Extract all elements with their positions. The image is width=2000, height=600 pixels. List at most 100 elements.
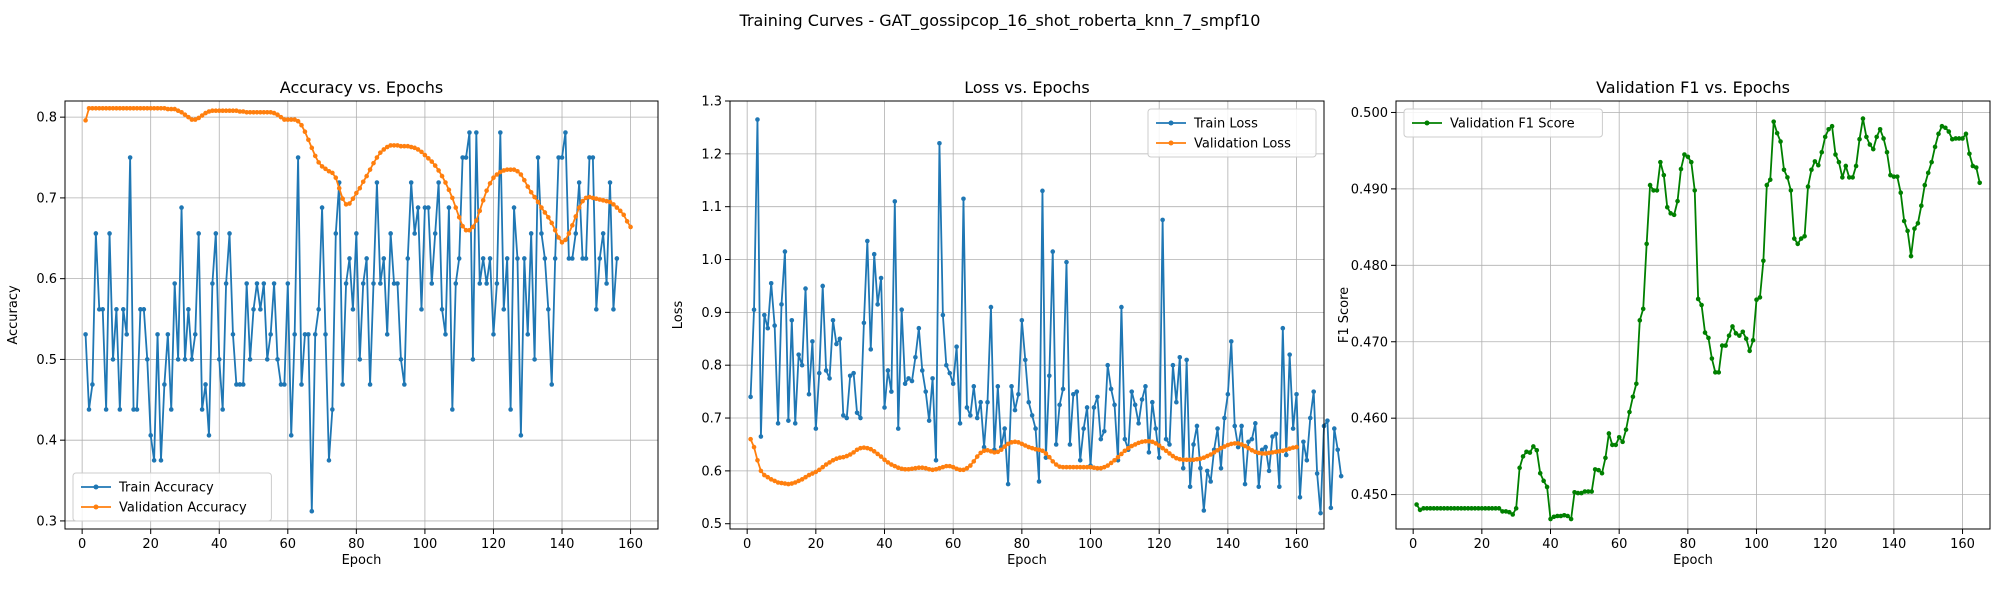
loss-xtick-label: 60: [945, 537, 962, 552]
loss-data-point: [810, 339, 815, 344]
loss-data-point: [779, 480, 784, 486]
accuracy-data-point: [319, 164, 325, 169]
accuracy-data-point: [463, 155, 469, 160]
f1-data-point: [1709, 356, 1715, 361]
accuracy-data-point: [354, 231, 359, 236]
accuracy-data-point: [470, 224, 476, 230]
loss-data-point: [885, 460, 891, 465]
accuracy-data-point: [518, 433, 524, 438]
accuracy-ytick-label: 0.4: [36, 434, 57, 449]
loss-data-point: [1026, 399, 1032, 405]
loss-data-point: [1153, 426, 1159, 431]
f1-data-point: [1853, 163, 1859, 169]
accuracy-ytick-label: 0.8: [36, 111, 57, 126]
loss-data-point: [1160, 445, 1165, 451]
f1-legend: Validation F1 Score: [1403, 108, 1603, 138]
accuracy-data-point: [563, 130, 568, 135]
accuracy-data-point: [186, 307, 191, 312]
loss-data-point: [1294, 444, 1299, 450]
accuracy-data-point: [487, 181, 493, 186]
accuracy-data-point: [357, 185, 363, 191]
loss-data-point: [895, 426, 901, 431]
accuracy-data-point: [83, 118, 88, 123]
f1-data-point: [1874, 134, 1879, 140]
accuracy-data-point: [114, 105, 119, 111]
accuracy-data-point: [590, 195, 596, 201]
loss-data-point: [1153, 441, 1159, 446]
f1-data-point: [1651, 188, 1656, 193]
f1-data-point: [1445, 506, 1450, 511]
accuracy-data-point: [587, 155, 592, 160]
loss-data-point: [968, 413, 973, 418]
accuracy-axes-frame: [64, 100, 659, 530]
loss-data-point: [1259, 451, 1265, 456]
accuracy-data-point: [552, 256, 558, 261]
loss-data-point: [851, 370, 856, 376]
accuracy-data-point: [138, 105, 143, 111]
loss-data-point: [1232, 423, 1238, 429]
loss-data-point: [1263, 444, 1268, 450]
f1-chart: Validation F1 vs. Epochs Epoch F1 Score …: [1337, 78, 1991, 568]
loss-legend-box: [1147, 108, 1317, 158]
f1-data-point: [1603, 455, 1608, 461]
loss-data-point: [1009, 440, 1014, 445]
f1-data-point: [1561, 512, 1567, 518]
f1-data-point: [1599, 470, 1605, 476]
accuracy-data-point: [532, 194, 537, 200]
loss-data-point: [762, 472, 767, 478]
f1-data-point: [1767, 177, 1773, 183]
accuracy-data-point: [546, 214, 551, 220]
accuracy-data-point: [460, 223, 465, 229]
loss-data-point: [871, 251, 877, 257]
loss-data-point: [1307, 415, 1313, 421]
accuracy-data-point: [432, 163, 438, 168]
loss-data-point: [861, 445, 867, 450]
loss-data-point: [1228, 339, 1234, 344]
f1-data-point: [1778, 139, 1783, 144]
loss-data-point: [1215, 426, 1220, 431]
accuracy-data-point: [367, 167, 373, 172]
f1-data-point: [1634, 381, 1639, 387]
accuracy-data-point: [230, 332, 236, 337]
loss-data-point: [957, 467, 963, 473]
accuracy-data-point: [480, 256, 486, 261]
loss-data-point: [1108, 460, 1114, 466]
loss-data-point: [882, 405, 887, 410]
loss-data-point: [1287, 352, 1292, 357]
loss-data-point: [1064, 464, 1069, 470]
loss-data-point: [1077, 458, 1083, 463]
f1-data-point: [1668, 211, 1673, 216]
f1-data-point: [1967, 151, 1972, 157]
f1-data-point: [1507, 509, 1512, 515]
accuracy-data-point: [343, 281, 349, 286]
f1-data-point: [1414, 502, 1419, 507]
accuracy-data-point: [131, 407, 136, 412]
accuracy-data-point: [494, 172, 500, 177]
accuracy-data-point: [100, 105, 106, 111]
f1-data-point: [1458, 506, 1464, 511]
accuracy-xtick-label: 120: [481, 537, 506, 552]
loss-data-point: [1184, 357, 1189, 363]
f1-data-point: [1901, 218, 1907, 224]
f1-data-point: [1452, 506, 1457, 511]
loss-data-point: [1036, 479, 1042, 484]
accuracy-data-point: [100, 307, 106, 312]
accuracy-data-point: [107, 105, 112, 111]
loss-data-point: [1180, 457, 1186, 463]
loss-data-point: [875, 451, 880, 457]
accuracy-chart: Accuracy vs. Epochs Epoch Accuracy 0 20 40…: [6, 78, 659, 568]
loss-data-point: [1022, 443, 1028, 448]
loss-data-point: [1150, 399, 1155, 405]
loss-data-point: [1146, 438, 1152, 444]
loss-data-point: [1266, 450, 1272, 456]
loss-data-point: [1043, 451, 1049, 456]
loss-axes-frame: [729, 100, 1325, 530]
f1-data-point: [1486, 506, 1492, 511]
loss-xtick-label: 160: [1284, 537, 1309, 552]
f1-data-point: [1582, 489, 1588, 494]
loss-data-point: [1101, 464, 1107, 470]
loss-data-point: [871, 449, 877, 454]
loss-data-point: [762, 312, 767, 318]
accuracy-data-point: [299, 382, 304, 387]
loss-data-point: [1146, 450, 1152, 455]
